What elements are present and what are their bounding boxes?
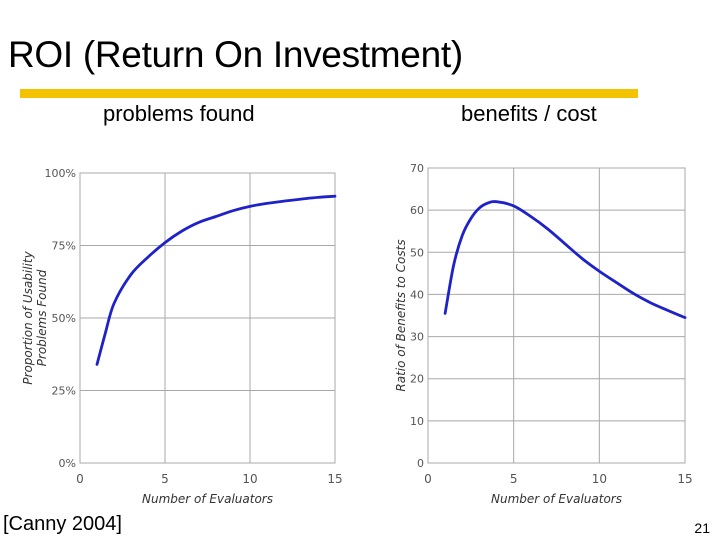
citation: [Canny 2004] bbox=[3, 513, 122, 535]
x-tick-label: 5 bbox=[510, 472, 518, 486]
title-underline bbox=[20, 89, 638, 98]
y-tick-label: 50% bbox=[52, 312, 76, 325]
slide-title: ROI (Return On Investment) bbox=[8, 34, 463, 75]
y-tick-label: 25% bbox=[52, 385, 76, 398]
y-tick-label: 10 bbox=[410, 415, 424, 428]
x-tick-label: 10 bbox=[592, 472, 607, 486]
x-tick-label: 5 bbox=[161, 472, 169, 486]
y-tick-label: 20 bbox=[410, 373, 424, 386]
left-chart-title: problems found bbox=[103, 101, 255, 126]
x-tick-label: 0 bbox=[424, 472, 432, 486]
series-line bbox=[443, 200, 687, 319]
plot-area bbox=[427, 167, 686, 464]
y-tick-label: 30 bbox=[410, 331, 424, 344]
x-tick-label: 15 bbox=[677, 472, 692, 486]
x-tick-label: 15 bbox=[327, 472, 342, 486]
y-axis-label: Proportion of Usability bbox=[21, 250, 35, 384]
right-chart-title: benefits / cost bbox=[461, 101, 597, 126]
x-axis-label: Number of Evaluators bbox=[491, 492, 622, 506]
y-tick-label: 100% bbox=[45, 167, 76, 180]
series-line bbox=[95, 194, 337, 366]
y-tick-label: 40 bbox=[410, 288, 424, 301]
x-axis-label: Number of Evaluators bbox=[142, 492, 273, 506]
y-tick-label: 0 bbox=[417, 457, 424, 470]
x-tick-label: 0 bbox=[76, 472, 84, 486]
benefit-cost-chart: 0 10 20 30 40 50 60 70 0 5 10 15 Number of Evaluator… bbox=[394, 162, 693, 506]
y-axis-label: Ratio of Benefits to Costs bbox=[394, 239, 408, 391]
y-tick-label: 70 bbox=[410, 162, 424, 175]
problems-found-chart: 0% 25% 50% 75% 100% 0 5 10 15 Number of Evaluator… bbox=[21, 167, 343, 506]
x-tick-label: 10 bbox=[242, 472, 257, 486]
y-axis-label: Problems Found bbox=[35, 269, 49, 366]
y-tick-label: 50 bbox=[410, 246, 424, 259]
y-tick-label: 75% bbox=[52, 240, 76, 253]
y-tick-label: 0% bbox=[59, 457, 76, 470]
page-number: 21 bbox=[694, 520, 710, 536]
y-tick-label: 60 bbox=[410, 204, 424, 217]
